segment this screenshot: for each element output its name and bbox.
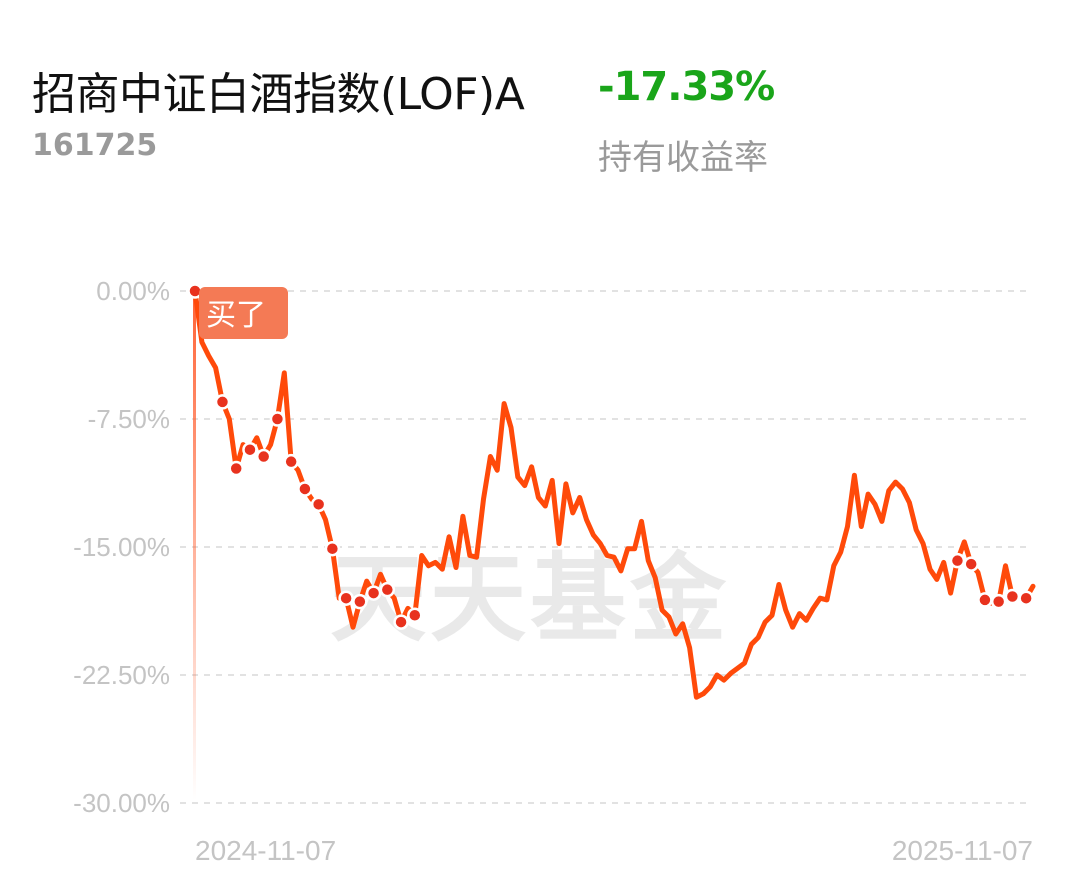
fund-name: 招商中证白酒指数(LOF)A	[32, 69, 525, 120]
trade-marker-point	[228, 460, 244, 477]
y-tick-label: -15.00%	[73, 532, 170, 562]
x-axis-ticks: 2024-11-07 2025-11-07	[195, 835, 1033, 866]
trade-marker-point	[977, 592, 993, 608]
trade-marker-point	[255, 448, 272, 465]
x-tick-label: 2025-11-07	[892, 835, 1033, 866]
trade-marker-point	[283, 453, 299, 470]
trade-marker-point	[352, 593, 368, 610]
holding-return-label: 持有收益率	[598, 138, 768, 178]
trade-marker-point	[393, 614, 409, 630]
trade-marker-point	[324, 540, 341, 557]
y-tick-label: -30.00%	[73, 788, 170, 818]
buy-vertical-line	[193, 290, 196, 800]
y-axis-ticks: 0.00% -7.50% -15.00% -22.50% -30.00%	[73, 276, 170, 818]
trade-marker-point	[338, 590, 354, 606]
trade-marker-point	[269, 411, 286, 427]
trade-marker-point	[407, 607, 423, 624]
y-tick-label: -22.50%	[73, 660, 170, 690]
buy-badge: 买了	[199, 287, 288, 339]
trade-marker-point	[214, 394, 231, 410]
buy-badge-label: 买了	[206, 298, 266, 333]
trade-marker-point	[1004, 588, 1021, 605]
trade-marker-point	[297, 481, 313, 497]
trade-marker-point	[379, 581, 396, 598]
holding-return-value: -17.33%	[598, 64, 775, 110]
trade-marker-point	[990, 593, 1007, 610]
trade-marker-point	[949, 552, 966, 569]
trade-marker-point	[1018, 590, 1034, 606]
y-tick-label: 0.00%	[96, 276, 170, 306]
trade-markers	[187, 283, 1034, 630]
trade-marker-point	[365, 585, 382, 601]
return-series	[192, 288, 1036, 700]
fund-code: 161725	[32, 128, 158, 163]
return-line	[192, 288, 1036, 700]
y-tick-label: -7.50%	[88, 404, 170, 434]
trade-marker-point	[963, 556, 979, 572]
buy-badge-background	[199, 287, 288, 339]
trade-marker-point	[310, 496, 327, 513]
watermark: 天天基金	[330, 542, 730, 655]
x-tick-label: 2024-11-07	[195, 835, 336, 866]
trade-marker-point	[242, 441, 258, 458]
